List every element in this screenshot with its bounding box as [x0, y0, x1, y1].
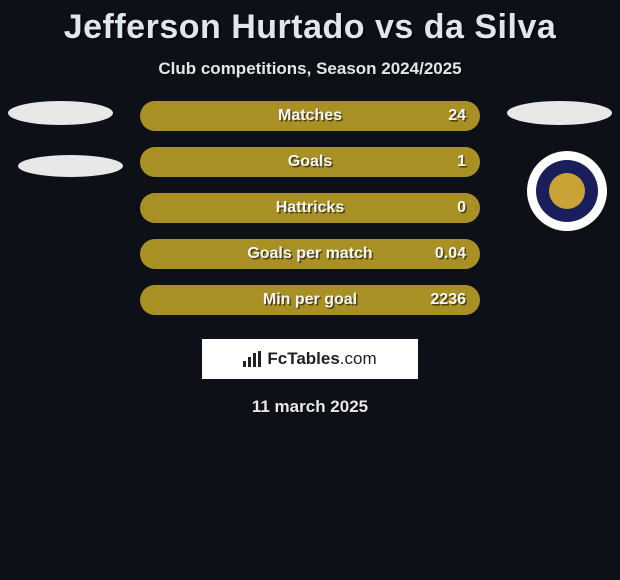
- comparison-chart: Matches 24 Goals 1 Hattricks 0 Goals per match…: [0, 101, 620, 331]
- stat-label: Matches: [278, 107, 342, 125]
- player-left-oval-1: [8, 101, 113, 125]
- brand-light: .com: [340, 349, 377, 368]
- stat-label: Min per goal: [263, 291, 357, 309]
- stat-value-right: 1: [457, 153, 466, 171]
- stat-value-right: 0.04: [435, 245, 466, 263]
- stat-bars: Matches 24 Goals 1 Hattricks 0 Goals per match…: [140, 101, 480, 331]
- player-right-oval-1: [507, 101, 612, 125]
- subtitle: Club competitions, Season 2024/2025: [0, 59, 620, 79]
- stat-row: Goals 1: [140, 147, 480, 177]
- stat-value-right: 24: [448, 107, 466, 125]
- brand-box[interactable]: FcTables.com: [202, 339, 418, 379]
- page-title: Jefferson Hurtado vs da Silva: [0, 0, 620, 47]
- brand-bold: FcTables: [267, 349, 339, 368]
- stat-row: Goals per match 0.04: [140, 239, 480, 269]
- team-badge: [527, 151, 607, 231]
- stat-label: Hattricks: [276, 199, 344, 217]
- player-left-oval-2: [18, 155, 123, 177]
- date: 11 march 2025: [0, 397, 620, 417]
- stat-row: Matches 24: [140, 101, 480, 131]
- team-badge-face-icon: [549, 173, 585, 209]
- team-badge-inner: [536, 160, 598, 222]
- stat-value-right: 0: [457, 199, 466, 217]
- stat-label: Goals: [288, 153, 332, 171]
- stat-value-right: 2236: [430, 291, 466, 309]
- stat-row: Min per goal 2236: [140, 285, 480, 315]
- brand-bars-icon: [243, 351, 263, 367]
- stat-row: Hattricks 0: [140, 193, 480, 223]
- brand-text: FcTables.com: [267, 349, 376, 369]
- stat-label: Goals per match: [247, 245, 372, 263]
